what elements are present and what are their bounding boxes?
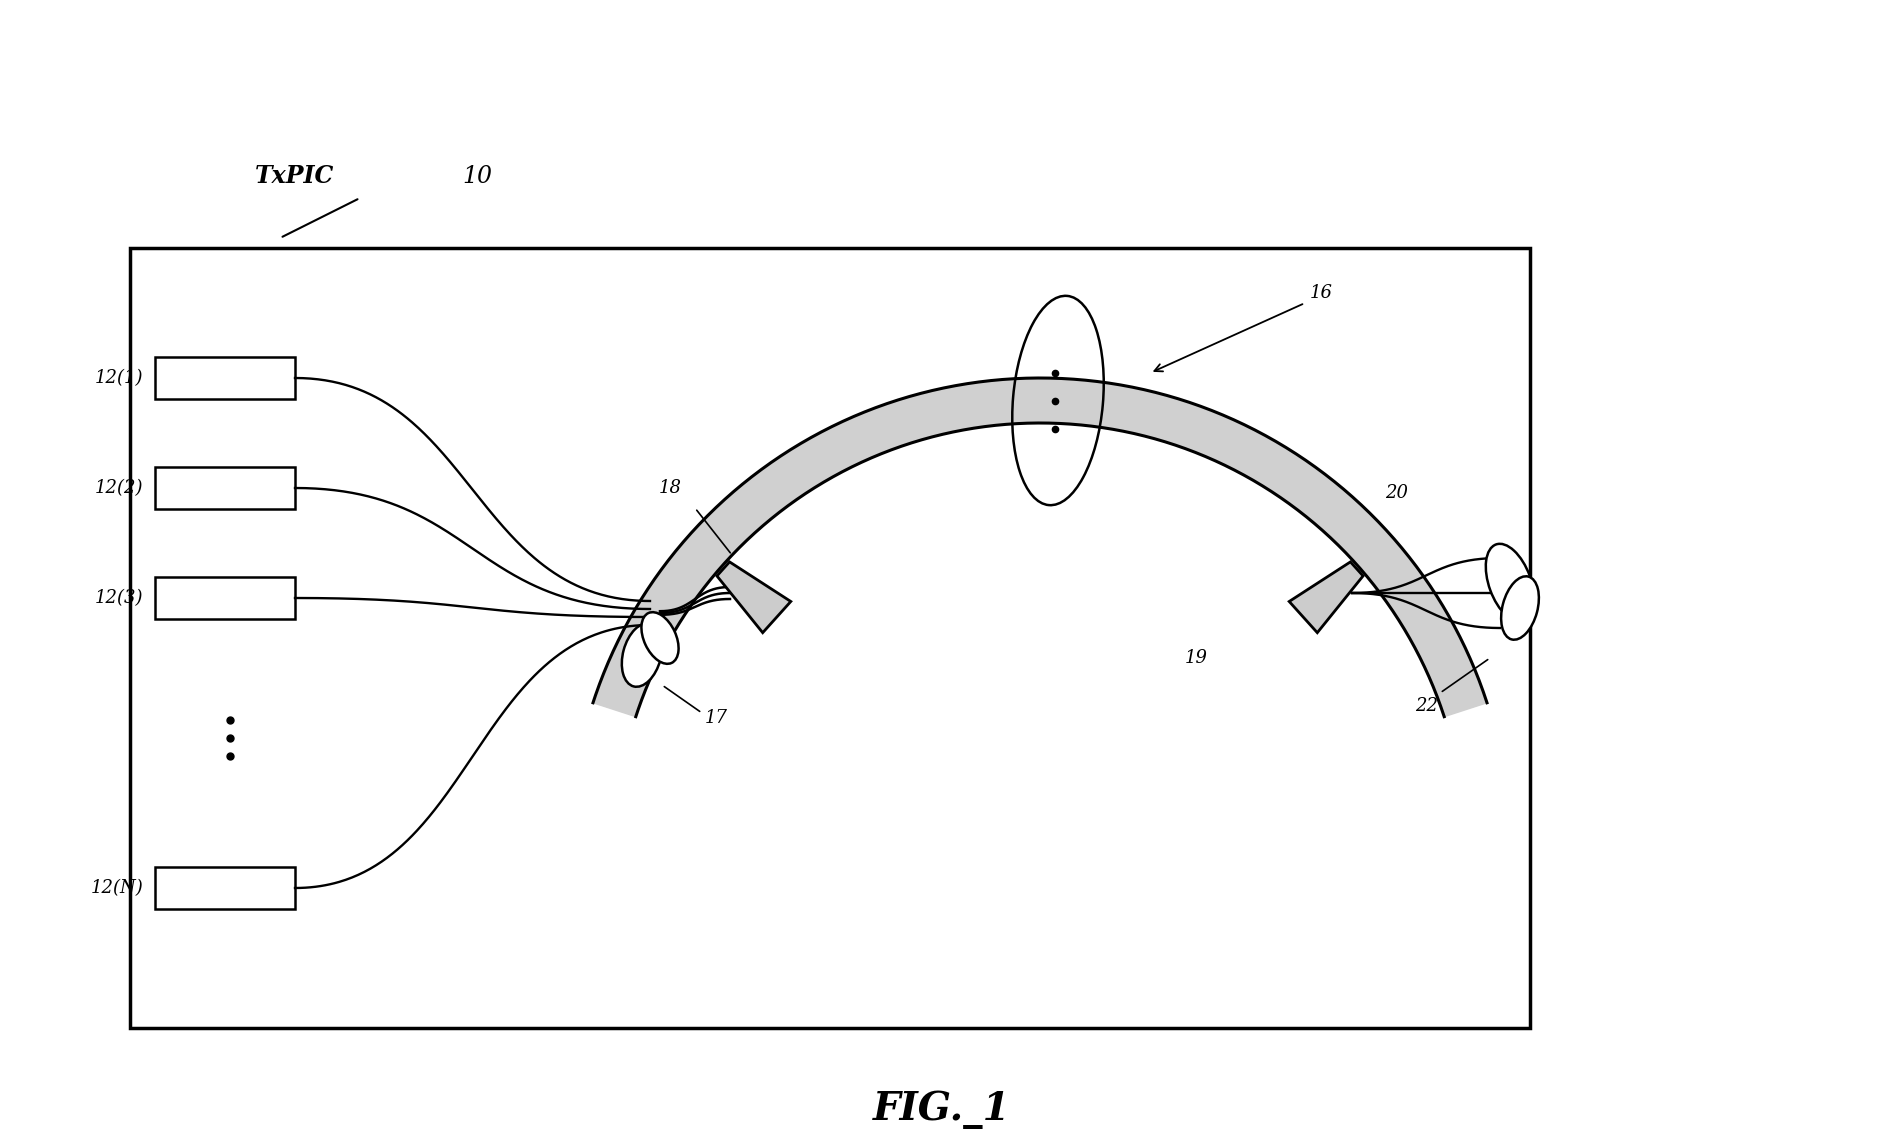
- Text: 18: 18: [659, 479, 682, 497]
- Bar: [154, 577, 296, 619]
- Ellipse shape: [1502, 576, 1539, 639]
- Text: 17: 17: [705, 709, 727, 727]
- Polygon shape: [1289, 561, 1364, 633]
- Text: 12(1): 12(1): [94, 369, 143, 387]
- Text: 16: 16: [1309, 284, 1334, 302]
- Bar: [130, 248, 1530, 1027]
- Bar: [154, 867, 296, 909]
- Ellipse shape: [641, 612, 678, 664]
- Text: 12(3): 12(3): [94, 589, 143, 607]
- Text: 12(N): 12(N): [90, 879, 143, 897]
- Text: 22: 22: [1415, 697, 1437, 715]
- Polygon shape: [593, 378, 1486, 716]
- Text: 19: 19: [1185, 649, 1208, 667]
- Ellipse shape: [622, 623, 661, 687]
- Ellipse shape: [1486, 544, 1534, 622]
- Text: FIG._1: FIG._1: [872, 1091, 1012, 1130]
- Text: TxPIC: TxPIC: [254, 164, 333, 188]
- Text: 12(2): 12(2): [94, 479, 143, 497]
- Text: 20: 20: [1385, 484, 1407, 502]
- Bar: [154, 467, 296, 509]
- Polygon shape: [718, 561, 791, 633]
- Text: 10: 10: [462, 164, 492, 187]
- Bar: [154, 357, 296, 400]
